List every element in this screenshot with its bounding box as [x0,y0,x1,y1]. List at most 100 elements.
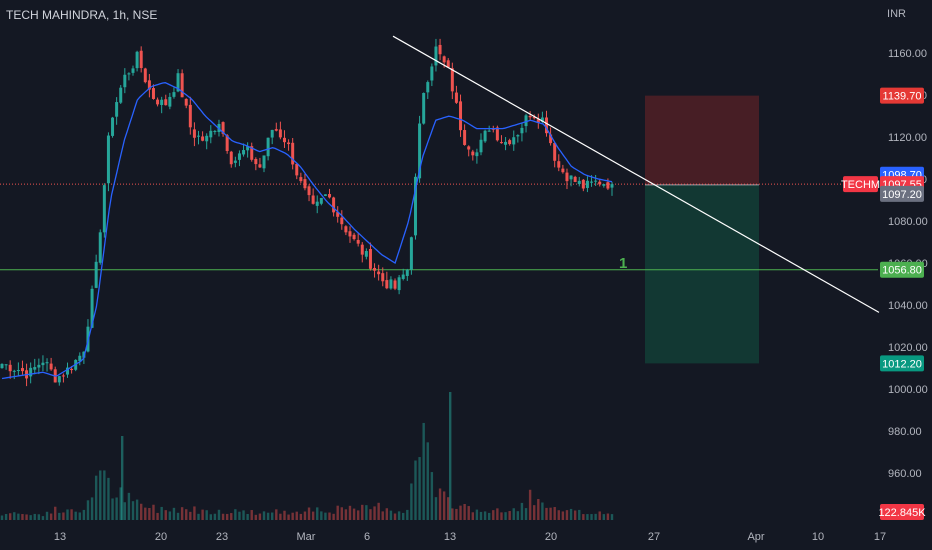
volume-bar [541,502,544,520]
volume-bar [385,508,389,520]
candle-body [139,50,143,69]
candle-body [430,66,434,81]
annotation-label: 1 [619,255,627,272]
volume-bar [49,513,53,520]
candle-body [4,364,8,366]
candle-body [287,142,291,145]
volume-bar [99,470,102,520]
volume-bar [549,507,552,520]
x-tick-label: 13 [444,531,456,543]
candle-body [90,288,94,328]
volume-bar [332,513,335,520]
candle-body [594,180,598,182]
candle-body [516,135,520,137]
volume-bar [193,506,196,520]
volume-bar [414,460,417,520]
volume-bar [373,506,376,520]
candle-body [135,51,139,69]
candle-body [561,168,565,173]
volume-bar [197,513,200,520]
candle-body [438,44,442,55]
candle-body [540,117,544,122]
volume-bar [418,457,421,520]
candle-body [188,104,192,128]
volume-bar [29,515,32,520]
candle-body [328,194,332,198]
candle-body [61,375,65,377]
volume-bar [201,509,204,520]
candle-body [536,119,540,123]
volume-bar [152,504,155,520]
volume-bar [283,510,286,520]
volume-bar [17,513,20,520]
candle-body [278,129,282,138]
volume-bar [524,508,528,520]
x-tick-label: Mar [297,531,316,543]
volume-bar [438,488,442,520]
candle-body [528,115,532,118]
candle-body [459,101,463,131]
volume-bar [449,392,452,520]
volume-bar [348,505,352,520]
candle-body [123,74,127,88]
volume-bar [213,513,217,520]
volume-bar [238,511,241,520]
volume-bar [365,505,368,520]
volume-bar [422,422,425,520]
candle-body [258,164,262,168]
volume-bar [447,497,450,520]
candle-body [364,251,368,257]
candle-body [442,56,446,63]
candle-body [585,180,589,188]
volume-bar [58,512,61,520]
candle-body [33,367,37,370]
candle-body [8,364,12,372]
candle-body [250,146,254,160]
candle-body [160,99,164,105]
volume-bar [45,511,49,520]
volume-bar [393,513,397,520]
x-tick-label: 13 [54,531,66,543]
chart-legend: TECH MAHINDRA, 1h, NSE [6,8,158,22]
candle-body [577,180,581,184]
candle-body [573,176,577,182]
x-tick-label: 6 [364,531,370,543]
candle-body [532,116,536,119]
candle-body [495,127,499,141]
volume-bar [557,510,560,520]
price-tag-volume [880,504,924,520]
candle-body [360,244,364,255]
volume-bar [94,475,98,520]
candle-body [463,130,467,145]
candle-body [483,130,487,142]
volume-bar [135,499,139,520]
candle-body [401,274,405,279]
price-tag-label: 1012.20 [882,358,922,370]
volume-bar [410,483,413,520]
candle-body [16,370,20,372]
price-tag-label: 1097.20 [882,189,922,201]
volume-bar [483,511,487,520]
candle-body [413,176,417,236]
candle-body [233,160,237,163]
volume-bar [262,511,266,520]
volume-bar [217,509,221,520]
volume-bar [41,516,45,520]
candle-body [454,92,458,103]
candle-body [377,271,381,275]
candle-body [426,82,430,93]
volume-bar [25,514,28,520]
candle-body [512,137,516,145]
volume-bar [475,509,479,520]
candle-body [172,92,176,97]
candle-body [409,237,413,270]
volume-bar [492,510,495,520]
volume-bar [107,477,110,520]
candle-body [131,68,135,73]
volume-bar [520,502,524,520]
candle-body [291,142,295,165]
volume-bar [66,509,69,520]
candle-body [266,137,270,157]
volume-bar [0,515,4,520]
